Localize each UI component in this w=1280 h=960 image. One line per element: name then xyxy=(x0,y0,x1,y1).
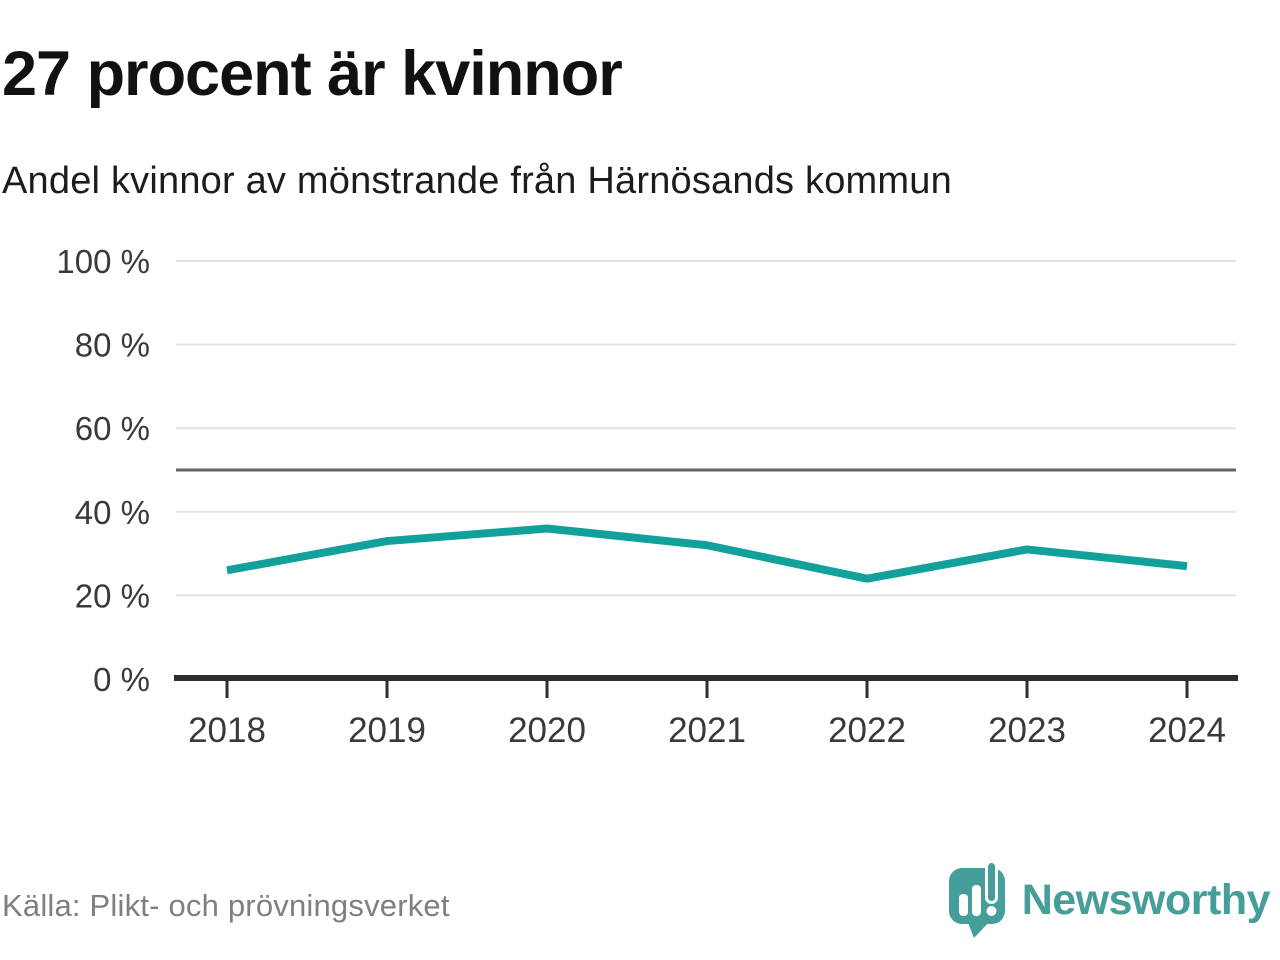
svg-text:2024: 2024 xyxy=(1148,711,1226,750)
svg-text:100 %: 100 % xyxy=(56,243,150,280)
svg-text:2021: 2021 xyxy=(668,711,746,750)
svg-text:80 %: 80 % xyxy=(75,327,150,364)
chart-subtitle: Andel kvinnor av mönstrande från Härnösa… xyxy=(2,160,952,202)
page-title: 27 procent är kvinnor xyxy=(2,39,623,109)
svg-text:2020: 2020 xyxy=(508,711,586,750)
newsworthy-logo: Newsworthy xyxy=(947,858,1271,942)
newsworthy-logo-icon xyxy=(948,860,1005,938)
svg-text:40 %: 40 % xyxy=(75,494,150,531)
brand-name: Newsworthy xyxy=(1021,875,1271,924)
source-note: Källa: Plikt- och prövningsverket xyxy=(2,888,450,923)
svg-text:2019: 2019 xyxy=(348,711,426,750)
svg-text:2018: 2018 xyxy=(188,711,266,750)
svg-text:2023: 2023 xyxy=(988,711,1066,750)
svg-text:60 %: 60 % xyxy=(75,410,150,447)
svg-text:20 %: 20 % xyxy=(75,577,150,614)
data-line xyxy=(226,524,1188,583)
x-axis xyxy=(174,675,1238,698)
svg-text:2022: 2022 xyxy=(828,711,906,750)
gridlines xyxy=(176,260,1236,597)
svg-text:0 %: 0 % xyxy=(93,661,150,698)
y-axis-labels: 0 % 20 % 40 % 60 % 80 % 100 % xyxy=(56,243,150,698)
x-axis-labels: 2018 2019 2020 2021 2022 2023 2024 xyxy=(188,711,1226,750)
